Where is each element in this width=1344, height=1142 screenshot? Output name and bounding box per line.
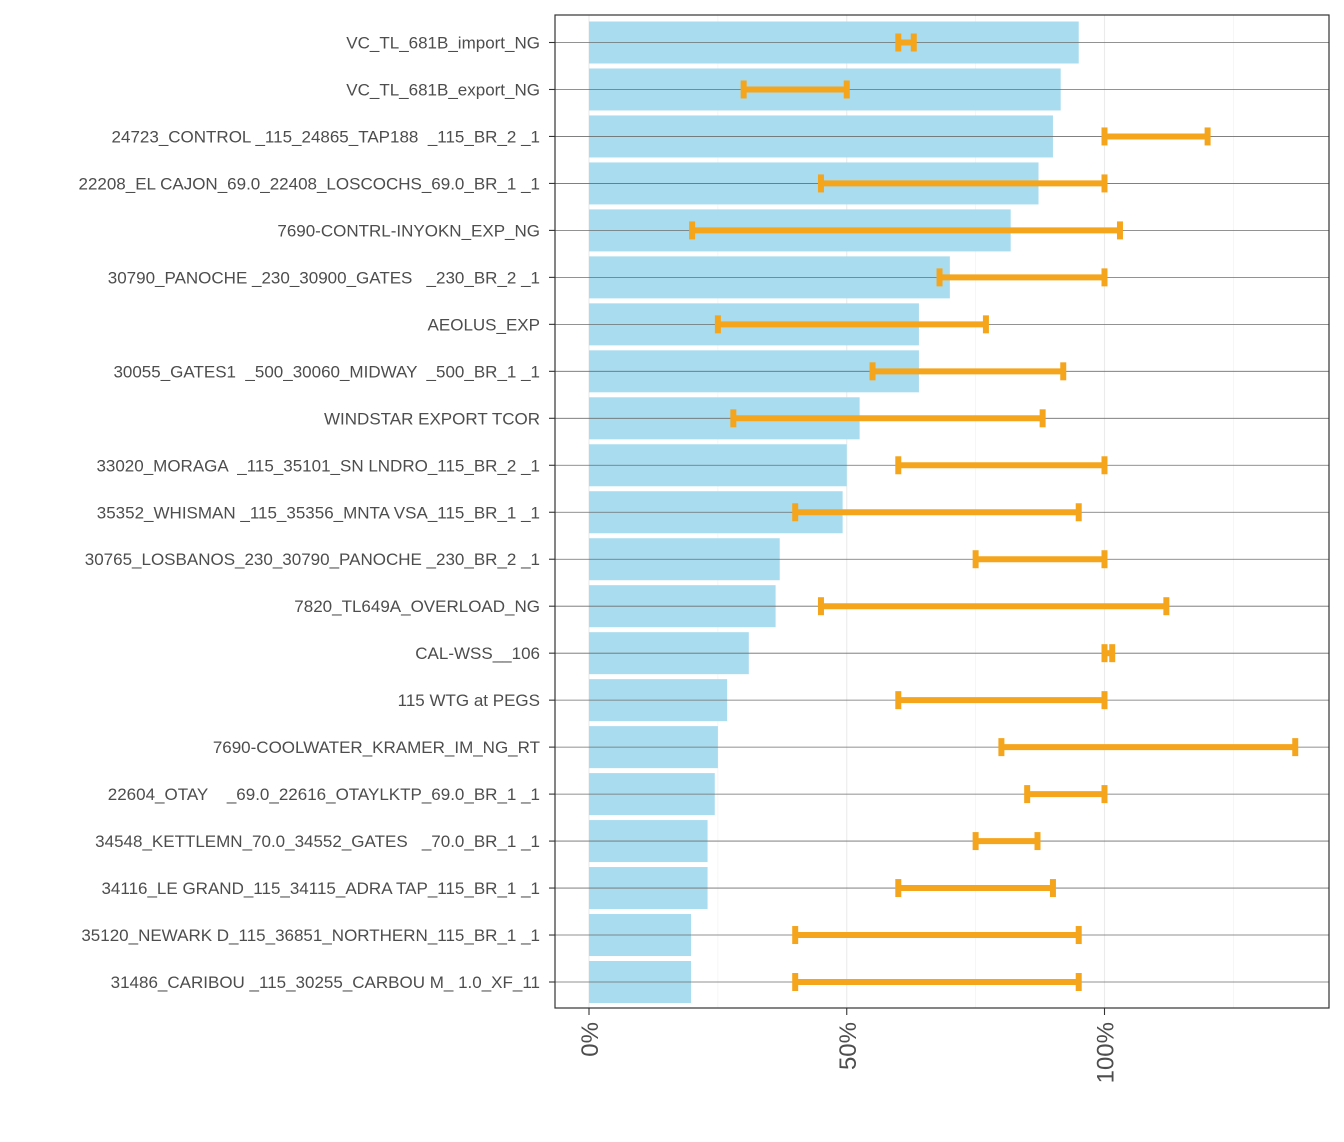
category-label: 7820_TL649A_OVERLOAD_NG: [294, 597, 540, 616]
category-label: 30790_PANOCHE _230_30900_GATES _230_BR_2…: [108, 268, 540, 287]
category-label: 7690-CONTRL-INYOKN_EXP_NG: [277, 221, 540, 240]
category-label: 31486_CARIBOU _115_30255_CARBOU M_ 1.0_X…: [111, 973, 540, 992]
x-tick-label: 50%: [835, 1022, 862, 1070]
x-axis: 0% 50% 100%: [577, 1008, 1120, 1083]
category-label: VC_TL_681B_import_NG: [346, 34, 540, 53]
range-layer: [689, 33, 1299, 991]
category-label: AEOLUS_EXP: [428, 315, 540, 334]
category-label: 34548_KETTLEMN_70.0_34552_GATES _70.0_BR…: [95, 832, 540, 851]
category-label: 30765_LOSBANOS_230_30790_PANOCHE _230_BR…: [85, 550, 540, 569]
panel-border: [554, 14, 1330, 1009]
y-axis: VC_TL_681B_import_NG VC_TL_681B_export_NG…: [78, 34, 555, 992]
category-label: 30055_GATES1 _500_30060_MIDWAY _500_BR_1…: [113, 362, 540, 381]
x-tick-label: 0%: [577, 1022, 604, 1057]
category-label: 22208_EL CAJON_69.0_22408_LOSCOCHS_69.0_…: [78, 174, 540, 193]
category-label: 34116_LE GRAND_115_34115_ADRA TAP_115_BR…: [101, 879, 540, 898]
category-label: WINDSTAR EXPORT TCOR: [324, 409, 540, 428]
category-label: 35352_WHISMAN _115_35356_MNTA VSA_115_BR…: [97, 503, 540, 522]
category-label: 7690-COOLWATER_KRAMER_IM_NG_RT: [213, 738, 540, 757]
category-label: 22604_OTAY _69.0_22616_OTAYLKTP_69.0_BR_…: [108, 785, 540, 804]
category-label: CAL-WSS__106: [415, 644, 540, 663]
x-tick-label: 100%: [1093, 1022, 1120, 1083]
category-label: VC_TL_681B_export_NG: [346, 80, 540, 99]
category-label: 33020_MORAGA _115_35101_SN LNDRO_115_BR_…: [96, 456, 540, 475]
category-label: 24723_CONTROL _115_24865_TAP188 _115_BR_…: [112, 127, 540, 146]
category-label: 115 WTG at PEGS: [398, 691, 540, 710]
category-label: 35120_NEWARK D_115_36851_NORTHERN_115_BR…: [81, 926, 540, 945]
